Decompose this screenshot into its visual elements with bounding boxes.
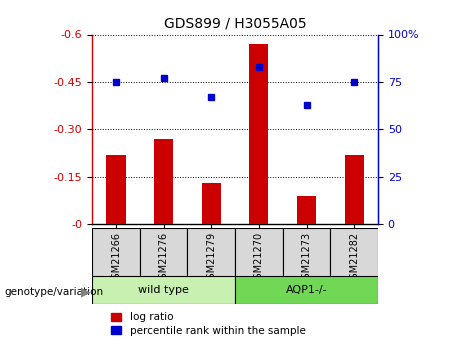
Text: GSM21279: GSM21279 — [206, 231, 216, 285]
Bar — [249, 44, 268, 224]
Text: GSM21266: GSM21266 — [111, 231, 121, 285]
Bar — [283, 228, 331, 276]
Bar — [297, 196, 316, 224]
Text: AQP1-/-: AQP1-/- — [286, 285, 327, 295]
Bar — [188, 228, 235, 276]
Title: GDS899 / H3055A05: GDS899 / H3055A05 — [164, 17, 307, 31]
Bar — [92, 228, 140, 276]
Bar — [92, 276, 235, 304]
Text: GSM21276: GSM21276 — [159, 231, 169, 285]
Bar — [106, 155, 125, 224]
Text: GSM21282: GSM21282 — [349, 231, 359, 285]
Text: GSM21273: GSM21273 — [301, 231, 312, 285]
Legend: log ratio, percentile rank within the sample: log ratio, percentile rank within the sa… — [106, 308, 310, 340]
Text: genotype/variation: genotype/variation — [5, 287, 104, 296]
Text: ▶: ▶ — [81, 285, 90, 298]
Bar — [140, 228, 188, 276]
Text: wild type: wild type — [138, 285, 189, 295]
Bar — [235, 228, 283, 276]
Bar — [235, 276, 378, 304]
Bar — [345, 155, 364, 224]
Bar — [202, 183, 221, 224]
Bar — [154, 139, 173, 224]
Text: GSM21270: GSM21270 — [254, 231, 264, 285]
Bar — [331, 228, 378, 276]
